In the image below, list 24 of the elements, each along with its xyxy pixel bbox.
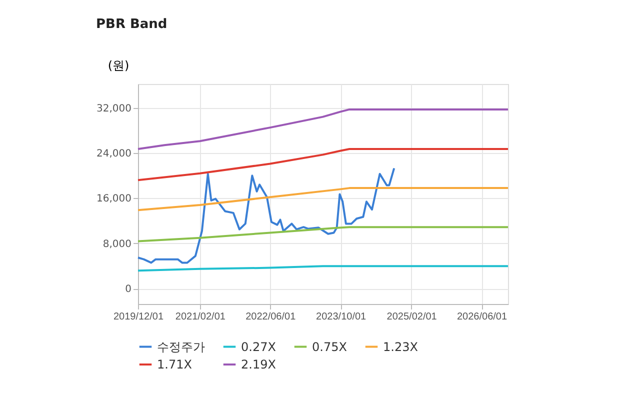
line-series bbox=[137, 108, 509, 150]
legend-label: 1.23X bbox=[383, 340, 418, 354]
line-series bbox=[137, 187, 509, 212]
legend-label: 수정주가 bbox=[157, 340, 205, 354]
y-tick-label: 8,000 bbox=[102, 238, 132, 250]
y-tick-label: 32,000 bbox=[96, 103, 132, 114]
x-tick-label: 2022/06/01 bbox=[246, 312, 296, 322]
legend-label: 1.71X bbox=[157, 358, 192, 372]
x-tick-label: 2025/02/01 bbox=[386, 312, 438, 322]
line-series bbox=[137, 167, 396, 264]
x-tick-label: 2021/02/01 bbox=[175, 312, 226, 322]
x-tick-label: 2019/12/01 bbox=[113, 312, 164, 322]
line-series bbox=[137, 148, 509, 182]
y-tick-label: 24,000 bbox=[96, 148, 132, 160]
x-tick-label: 2023/10/01 bbox=[316, 312, 367, 322]
x-tick-label: 2026/06/01 bbox=[456, 312, 508, 322]
y-tick-label: 0 bbox=[125, 284, 132, 296]
y-axis-title: (원) bbox=[108, 58, 130, 72]
legend-label: 2.19X bbox=[241, 358, 276, 372]
legend-label: 0.27X bbox=[241, 340, 276, 354]
line-series bbox=[137, 226, 509, 242]
legend-label: 0.75X bbox=[312, 340, 347, 354]
chart-title: PBR Band bbox=[96, 17, 168, 32]
y-tick-label: 16,000 bbox=[96, 194, 132, 205]
